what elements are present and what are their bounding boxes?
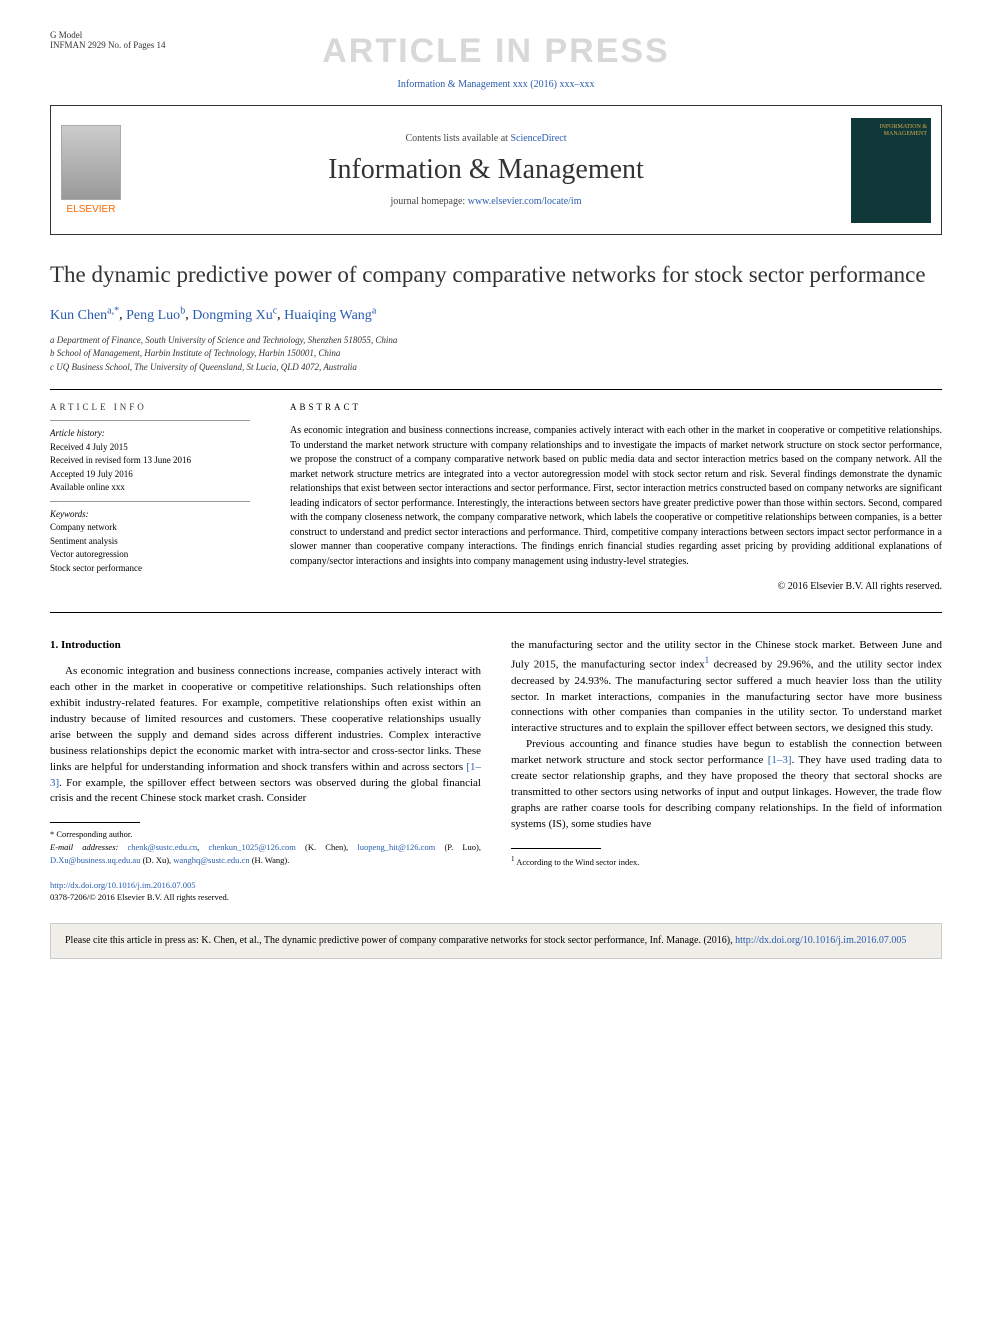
- para-text: As economic integration and business con…: [50, 665, 481, 773]
- author-link[interactable]: Kun Chen: [50, 308, 107, 323]
- email-suffix: ,: [197, 842, 208, 852]
- abstract-heading: ABSTRACT: [290, 402, 942, 412]
- body-columns: 1. Introduction As economic integration …: [50, 638, 942, 903]
- abstract-column: ABSTRACT As economic integration and bus…: [290, 402, 942, 592]
- intro-paragraph: As economic integration and business con…: [50, 664, 481, 807]
- divider: [50, 612, 942, 613]
- author: Dongming Xuc: [192, 308, 277, 323]
- journal-header-box: ELSEVIER Contents lists available at Sci…: [50, 105, 942, 235]
- email-suffix: (K. Chen),: [296, 842, 357, 852]
- cite-doi-link[interactable]: http://dx.doi.org/10.1016/j.im.2016.07.0…: [735, 935, 906, 946]
- author: Huaiqing Wanga: [284, 308, 376, 323]
- author-sup: a,*: [107, 305, 119, 316]
- body-paragraph: the manufacturing sector and the utility…: [511, 638, 942, 737]
- email-link[interactable]: luopeng_hit@126.com: [357, 842, 435, 852]
- elsevier-text: ELSEVIER: [59, 204, 123, 215]
- email-link[interactable]: chenkun_1025@126.com: [208, 842, 295, 852]
- homepage-link[interactable]: www.elsevier.com/locate/im: [468, 196, 582, 207]
- footnote-number: 1: [511, 855, 515, 863]
- email-suffix: (P. Luo),: [435, 842, 481, 852]
- email-addresses: E-mail addresses: chenk@sustc.edu.cn, ch…: [50, 841, 481, 867]
- info-abstract-row: ARTICLE INFO Article history: Received 4…: [50, 402, 942, 592]
- contents-line: Contents lists available at ScienceDirec…: [141, 133, 831, 144]
- body-paragraph: Previous accounting and finance studies …: [511, 737, 942, 833]
- history-accepted: Accepted 19 July 2016: [50, 468, 250, 482]
- email-link[interactable]: D.Xu@business.uq.edu.au: [50, 855, 140, 865]
- cite-text: Please cite this article in press as: K.…: [65, 935, 735, 946]
- affiliation: b School of Management, Harbin Institute…: [50, 347, 942, 361]
- history-received: Received 4 July 2015: [50, 441, 250, 455]
- divider: [50, 389, 942, 390]
- email-suffix: (D. Xu),: [140, 855, 173, 865]
- author-sup: c: [273, 305, 277, 316]
- article-info-column: ARTICLE INFO Article history: Received 4…: [50, 402, 250, 592]
- para-text-cont: . For example, the spillover effect betw…: [50, 777, 481, 805]
- footnote-separator: [511, 848, 601, 849]
- footnotes-left: * Corresponding author. E-mail addresses…: [50, 828, 481, 866]
- right-column: the manufacturing sector and the utility…: [511, 638, 942, 903]
- cover-label: INFORMATION & MANAGEMENT: [851, 124, 927, 138]
- footnote-1: 1 According to the Wind sector index.: [511, 854, 942, 869]
- left-column: 1. Introduction As economic integration …: [50, 638, 481, 903]
- keywords-block: Keywords: Company network Sentiment anal…: [50, 508, 250, 576]
- section-heading: 1. Introduction: [50, 638, 481, 654]
- affiliation: a Department of Finance, South Universit…: [50, 334, 942, 348]
- info-divider: [50, 501, 250, 502]
- homepage-line: journal homepage: www.elsevier.com/locat…: [141, 196, 831, 207]
- keywords-label: Keywords:: [50, 508, 250, 522]
- keyword: Company network: [50, 521, 250, 535]
- footnote-separator: [50, 822, 140, 823]
- authors-line: Kun Chena,*, Peng Luob, Dongming Xuc, Hu…: [50, 305, 942, 324]
- affiliations: a Department of Finance, South Universit…: [50, 334, 942, 375]
- author-link[interactable]: Peng Luo: [126, 308, 180, 323]
- issn-line: 0378-7206/© 2016 Elsevier B.V. All right…: [50, 891, 481, 903]
- keyword: Vector autoregression: [50, 548, 250, 562]
- citation-link[interactable]: [1–3]: [768, 754, 792, 766]
- citation-box: Please cite this article in press as: K.…: [50, 923, 942, 959]
- journal-cover-thumbnail: INFORMATION & MANAGEMENT: [851, 118, 931, 223]
- article-in-press-watermark: ARTICLE IN PRESS: [50, 32, 942, 71]
- abstract-copyright: © 2016 Elsevier B.V. All rights reserved…: [290, 581, 942, 592]
- author-link[interactable]: Dongming Xu: [192, 308, 273, 323]
- article-title: The dynamic predictive power of company …: [50, 260, 942, 290]
- author: Kun Chena,*: [50, 308, 119, 323]
- journal-reference: Information & Management xxx (2016) xxx–…: [50, 79, 942, 90]
- keyword: Sentiment analysis: [50, 535, 250, 549]
- elsevier-logo: ELSEVIER: [51, 117, 131, 223]
- keyword: Stock sector performance: [50, 562, 250, 576]
- email-label: E-mail addresses:: [50, 842, 128, 852]
- contents-prefix: Contents lists available at: [405, 133, 510, 144]
- corresponding-author: * Corresponding author.: [50, 828, 481, 841]
- history-label: Article history:: [50, 427, 250, 441]
- affiliation: c UQ Business School, The University of …: [50, 361, 942, 375]
- sciencedirect-link[interactable]: ScienceDirect: [510, 133, 566, 144]
- doi-block: http://dx.doi.org/10.1016/j.im.2016.07.0…: [50, 879, 481, 904]
- journal-title: Information & Management: [141, 154, 831, 186]
- info-divider: [50, 420, 250, 421]
- email-link[interactable]: wanghq@sustc.edu.cn: [173, 855, 249, 865]
- email-suffix: (H. Wang).: [250, 855, 290, 865]
- author: Peng Luob: [126, 308, 185, 323]
- history-block: Article history: Received 4 July 2015 Re…: [50, 427, 250, 495]
- history-online: Available online xxx: [50, 481, 250, 495]
- article-info-heading: ARTICLE INFO: [50, 402, 250, 412]
- footnotes-right: 1 According to the Wind sector index.: [511, 854, 942, 869]
- elsevier-tree-icon: [61, 125, 121, 200]
- header-center: Contents lists available at ScienceDirec…: [131, 123, 841, 217]
- author-sup: b: [180, 305, 185, 316]
- doi-link[interactable]: http://dx.doi.org/10.1016/j.im.2016.07.0…: [50, 880, 196, 890]
- history-revised: Received in revised form 13 June 2016: [50, 454, 250, 468]
- abstract-text: As economic integration and business con…: [290, 424, 942, 569]
- email-link[interactable]: chenk@sustc.edu.cn: [128, 842, 198, 852]
- author-link[interactable]: Huaiqing Wang: [284, 308, 372, 323]
- author-sup: a: [372, 305, 376, 316]
- footnote-text: According to the Wind sector index.: [516, 857, 639, 867]
- homepage-prefix: journal homepage:: [391, 196, 468, 207]
